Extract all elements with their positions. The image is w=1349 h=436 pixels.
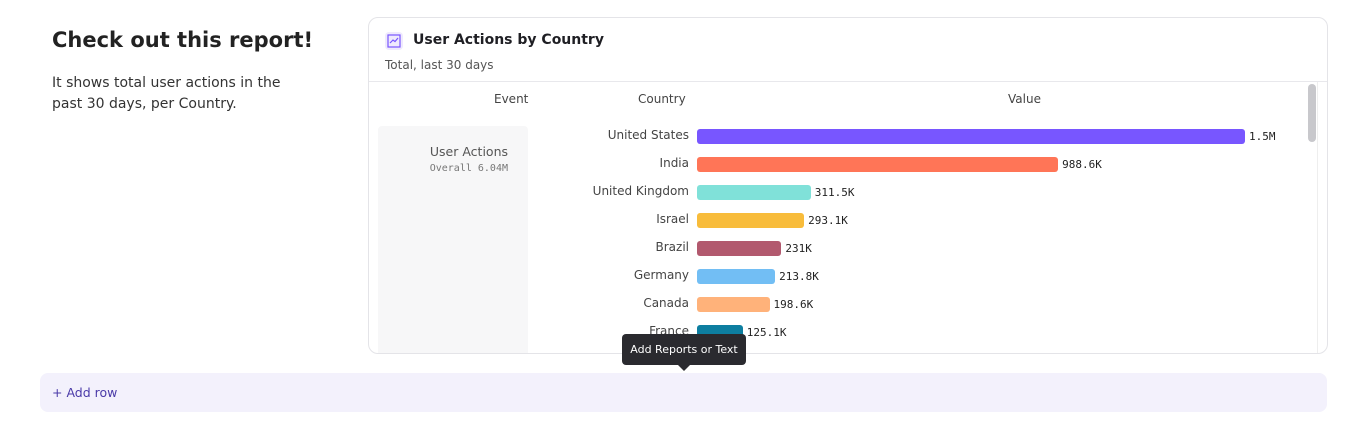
- value-label: 293.1K: [808, 214, 848, 227]
- country-label: India: [659, 156, 689, 170]
- value-label: 125.1K: [746, 326, 787, 339]
- event-cell: User Actions Overall 6.04M: [378, 126, 528, 353]
- event-name: User Actions: [429, 144, 508, 159]
- bar[interactable]: [697, 129, 1245, 144]
- add-row-button[interactable]: + Add row: [40, 373, 1327, 412]
- bar[interactable]: [697, 297, 770, 312]
- report-card[interactable]: User Actions by Country Total, last 30 d…: [368, 17, 1328, 354]
- add-row-label: + Add row: [52, 385, 118, 400]
- bar[interactable]: [697, 213, 805, 228]
- country-label: Germany: [633, 268, 689, 282]
- tooltip: Add Reports or Text: [622, 334, 746, 371]
- bar[interactable]: [697, 157, 1059, 172]
- country-label: United States: [607, 128, 689, 142]
- description: It shows total user actions in the past …: [52, 75, 281, 112]
- column-header-value: Value: [1008, 92, 1041, 106]
- column-header-event: Event: [494, 92, 529, 106]
- report-title[interactable]: User Actions by Country: [413, 32, 604, 48]
- bar[interactable]: [697, 241, 782, 256]
- value-label: 213.8K: [779, 270, 819, 283]
- country-label: Brazil: [655, 240, 690, 254]
- event-summary: Overall 6.04M: [429, 163, 508, 174]
- bar[interactable]: [697, 269, 776, 284]
- value-label: 1.5M: [1249, 130, 1276, 143]
- scrollbar-thumb[interactable]: [1308, 84, 1316, 142]
- page-title: Check out this report!: [52, 28, 314, 52]
- value-label: 231K: [785, 242, 812, 255]
- value-label: 988.6K: [1062, 158, 1102, 171]
- scrollbar-track[interactable]: [1317, 82, 1318, 353]
- country-label: United Kingdom: [592, 184, 689, 198]
- bar[interactable]: [697, 185, 811, 200]
- report-subtitle: Total, last 30 days: [385, 58, 494, 72]
- column-header-country: Country: [638, 92, 686, 106]
- country-label: Canada: [643, 296, 689, 310]
- value-label: 198.6K: [773, 298, 814, 311]
- divider: [369, 81, 1327, 82]
- value-label: 311.5K: [814, 186, 855, 199]
- line-chart-icon: [385, 32, 403, 50]
- country-label: Israel: [656, 212, 689, 226]
